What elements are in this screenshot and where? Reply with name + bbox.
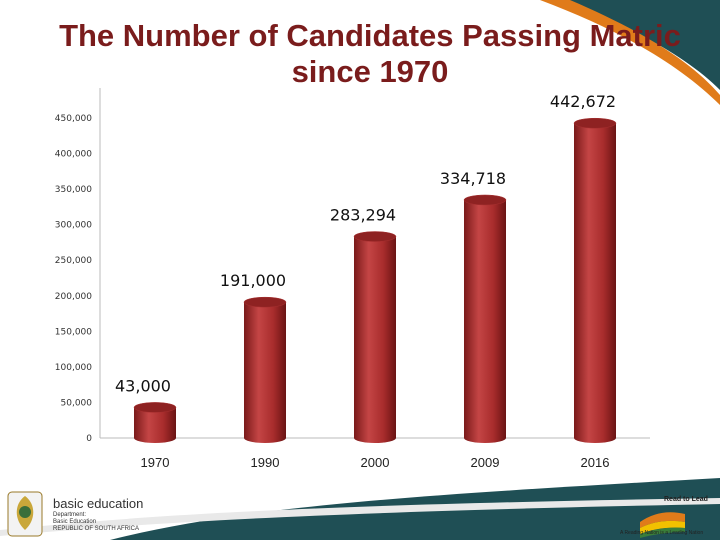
- footer-light-wave: [0, 498, 720, 536]
- data-labels: 43,000 191,000 283,294 334,718 442,672: [115, 92, 616, 395]
- department-subtitle: Department: Basic Education REPUBLIC OF …: [53, 512, 139, 533]
- bar-top: [463, 194, 507, 206]
- x-tick-label: 1990: [251, 455, 280, 470]
- bar: [243, 296, 287, 443]
- bar-top: [573, 117, 617, 129]
- y-tick-label: 0: [86, 434, 92, 444]
- bar-top: [353, 231, 397, 242]
- read-to-lead-tagline: A Reading Nation is a Leading Nation: [620, 530, 704, 536]
- department-line2: Basic Education: [53, 519, 97, 525]
- bar-top: [133, 402, 177, 413]
- chart-title-line2: since 1970: [291, 54, 449, 89]
- bar: [353, 231, 397, 443]
- y-tick-label: 450,000: [55, 114, 92, 124]
- x-tick-label: 2016: [581, 455, 610, 470]
- y-tick-label: 200,000: [55, 292, 92, 302]
- bar: [573, 117, 617, 443]
- data-label: 191,000: [220, 271, 286, 290]
- footer-decoration: [0, 478, 720, 540]
- bar-body: [574, 123, 616, 443]
- y-tick-label: 100,000: [55, 363, 92, 373]
- data-label: 334,718: [440, 169, 506, 188]
- y-tick-label: 400,000: [55, 150, 92, 160]
- y-tick-label: 150,000: [55, 327, 92, 337]
- y-tick-label: 350,000: [55, 185, 92, 195]
- data-label: 442,672: [550, 92, 616, 111]
- chart-title: The Number of Candidates Passing Matric …: [0, 18, 720, 90]
- x-tick-label: 2009: [471, 455, 500, 470]
- read-to-lead-logo: [640, 512, 685, 538]
- y-tick-label: 250,000: [55, 256, 92, 266]
- data-label: 43,000: [115, 376, 171, 395]
- bar-top: [243, 296, 287, 308]
- department-line1: Department:: [53, 512, 87, 518]
- y-axis-ticks: 0 50,000 100,000 150,000 200,000 250,000 300,0…: [55, 114, 92, 444]
- bar-body: [354, 236, 396, 443]
- bar-body: [244, 302, 286, 443]
- x-axis-ticks: 1970 1990 2000 2009 2016: [141, 455, 610, 470]
- read-to-lead-title: Read to Lead: [664, 496, 708, 503]
- coat-of-arms-icon: [7, 491, 43, 537]
- chart-title-line1: The Number of Candidates Passing Matric: [59, 18, 681, 53]
- bar: [133, 402, 177, 443]
- x-tick-label: 1970: [141, 455, 170, 470]
- bar: [463, 194, 507, 443]
- department-line3: REPUBLIC OF SOUTH AFRICA: [53, 526, 140, 532]
- bars: [133, 117, 617, 443]
- data-label: 283,294: [330, 206, 396, 225]
- bar-body: [464, 199, 506, 443]
- y-tick-label: 50,000: [61, 398, 93, 408]
- department-name: basic education: [53, 496, 144, 511]
- y-tick-label: 300,000: [55, 221, 92, 231]
- bar-body: [134, 407, 176, 443]
- x-tick-label: 2000: [361, 455, 390, 470]
